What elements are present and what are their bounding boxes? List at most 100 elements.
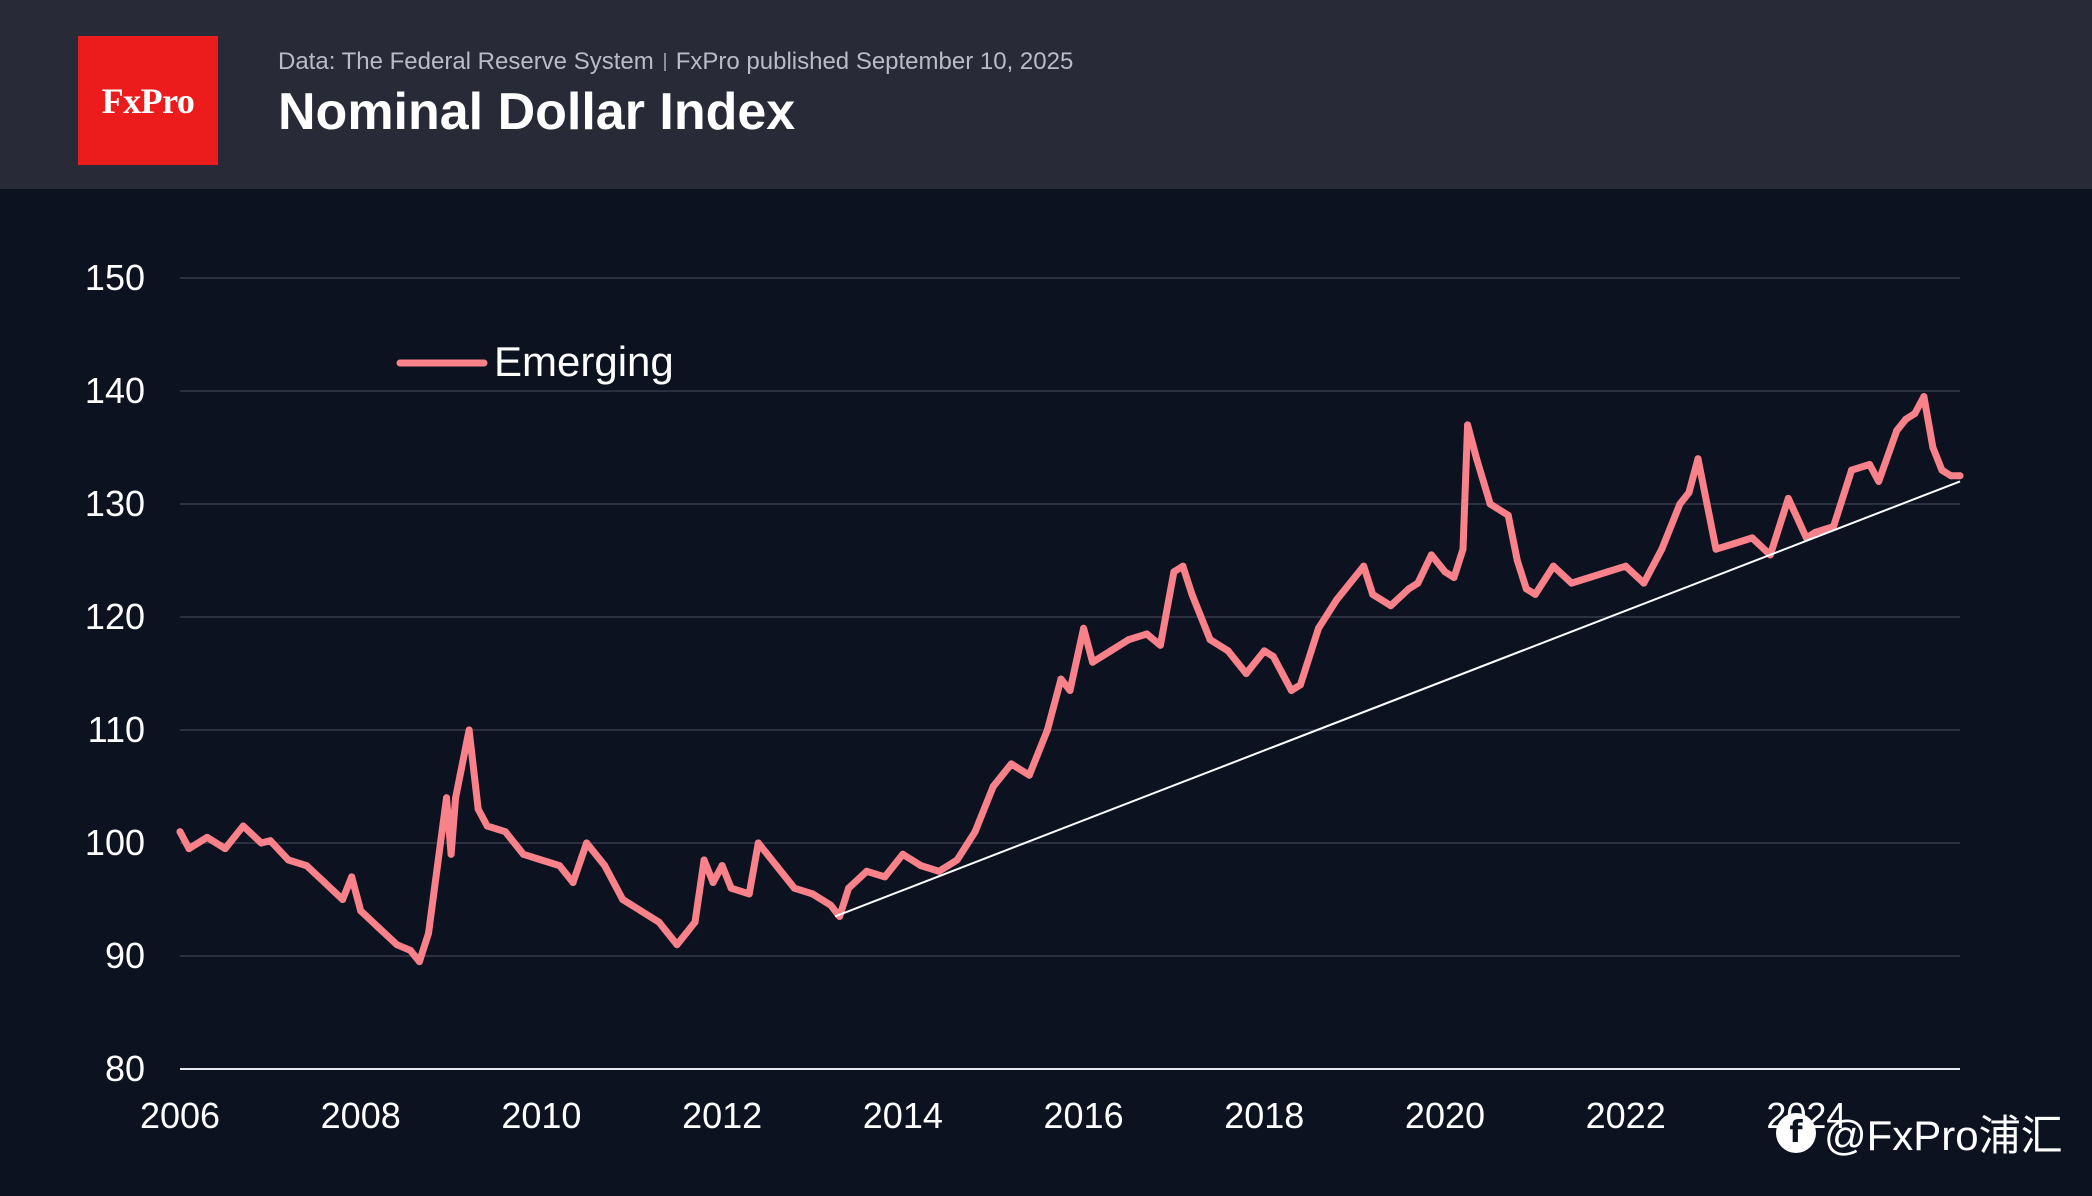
x-tick-label: 2016 [1044,1095,1124,1136]
data-point [601,862,609,870]
data-point [1676,500,1684,508]
x-tick-label: 2010 [501,1095,581,1136]
data-point [1848,466,1856,474]
data-point [1567,579,1575,587]
legend-label: Emerging [494,338,674,385]
data-point [321,879,329,887]
data-point [1586,573,1594,581]
data-point [1333,596,1341,604]
data-point [519,850,527,858]
x-tick-label: 2014 [863,1095,943,1136]
y-tick-label: 130 [85,483,145,524]
social-app-icon: f [1776,1112,1816,1153]
x-tick-label: 2008 [321,1095,401,1136]
data-point [1694,455,1702,463]
data-point [845,884,853,892]
data-point [1206,636,1214,644]
data-point [881,873,889,881]
data-point [709,879,717,887]
data-point [1911,410,1919,418]
data-point [443,794,451,802]
data-point [1269,653,1277,661]
data-point [257,839,265,847]
data-point [1513,557,1521,564]
data-point [1640,579,1648,587]
data-point [1486,500,1494,508]
data-point [754,839,762,847]
trend-line [834,480,1961,918]
data-point [1902,415,1910,423]
y-tick-label: 150 [85,257,145,298]
watermark: f @FxPro浦汇 [1776,1102,2063,1163]
data-point [555,862,563,870]
data-point [899,850,907,858]
chart-title: Nominal Dollar Index [278,83,796,141]
data-point [1066,686,1074,694]
data-point [637,907,645,915]
data-point [474,805,482,813]
data-point [989,783,997,790]
data-point [348,873,356,881]
data-point [718,862,726,870]
y-tick-label: 120 [85,596,145,637]
x-tick-label: 2012 [682,1095,762,1136]
data-point [1875,477,1883,485]
data-point [1811,528,1819,536]
data-point [1287,686,1295,694]
data-point [447,850,455,858]
y-tick-label: 90 [105,935,145,976]
data-point [203,833,211,841]
data-point [1549,562,1557,570]
data-point [537,856,545,864]
data-point [1043,726,1051,734]
x-tick-label: 2018 [1224,1095,1304,1136]
data-point [1314,624,1322,632]
data-point [501,828,509,836]
data-point [1369,590,1377,598]
data-point [1057,675,1065,683]
x-tick-label: 2022 [1586,1095,1666,1136]
data-point [1080,624,1088,632]
fxpro-logo[interactable]: FxPro [78,36,218,165]
data-point [1938,466,1946,474]
data-point [239,822,247,830]
data-point [1604,568,1612,576]
data-point [452,794,460,802]
data-point [1531,590,1539,598]
header: FxPro Data: The Federal Reserve System Fx… [0,0,2092,189]
watermark-text: @FxPro浦汇 [1824,1112,2063,1159]
data-point [1703,500,1711,508]
data-point [1360,562,1368,570]
data-point [1125,636,1133,644]
data-point [1748,534,1756,542]
data-point [619,896,627,903]
data-point [1685,489,1693,497]
data-point [655,918,663,926]
data-point [808,890,816,898]
data-point [1156,641,1164,649]
data-point [406,946,414,954]
data-point [1427,551,1435,559]
chart-subtitle: Data: The Federal Reserve System FxPro pu… [278,48,1073,76]
data-point [339,896,347,903]
data-point [302,862,310,870]
data-point [1260,647,1268,655]
data-point [1170,568,1178,576]
separator [663,53,666,71]
data-point [569,879,577,887]
data-point [357,907,365,915]
data-point [1025,771,1033,779]
data-point [691,918,699,926]
data-point [1893,427,1901,435]
data-point [266,837,274,845]
data-point [682,929,690,937]
data-point [1947,472,1955,480]
y-tick-label: 80 [105,1048,145,1089]
x-tick-label: 2020 [1405,1095,1485,1136]
data-point [1956,472,1964,480]
x-tick-label: 2006 [140,1095,220,1136]
data-point [434,862,442,870]
data-point [1450,573,1458,581]
data-point [917,862,925,870]
